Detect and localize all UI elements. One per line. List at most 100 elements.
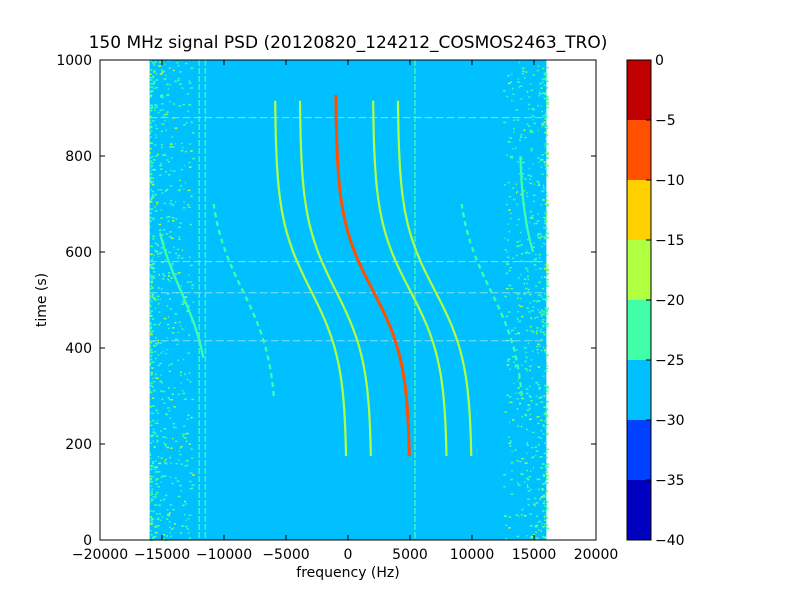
noise-pixel [151,286,154,288]
noise-pixel [151,190,155,193]
noise-pixel [149,452,152,455]
noise-pixel [524,481,526,483]
noise-pixel [162,498,166,501]
noise-pixel [157,517,160,519]
noise-pixel [151,293,154,296]
noise-pixel [545,150,547,152]
noise-pixel [520,134,523,136]
y-tick-label: 200 [65,437,92,453]
noise-pixel [510,441,512,443]
noise-pixel [159,174,162,176]
noise-pixel [505,203,508,206]
noise-pixel [183,425,186,428]
noise-pixel [162,154,165,157]
noise-pixel [512,257,515,260]
noise-pixel [149,457,152,460]
noise-pixel [150,89,154,92]
noise-pixel [531,456,533,459]
colorbar-tick-label: −35 [655,473,685,489]
noise-pixel [157,504,161,507]
noise-pixel [533,242,535,244]
noise-pixel [163,402,166,404]
noise-pixel [546,151,550,154]
noise-pixel [529,365,532,367]
noise-pixel [519,139,522,142]
noise-pixel [152,268,154,270]
noise-pixel [525,356,528,359]
noise-pixel [543,413,545,416]
noise-pixel [168,280,171,282]
noise-pixel [516,293,520,295]
noise-pixel [163,427,167,430]
noise-pixel [516,119,520,121]
noise-pixel [534,258,538,260]
noise-pixel [509,81,512,83]
noise-pixel [151,165,154,167]
noise-pixel [169,417,172,419]
noise-pixel [513,131,515,133]
noise-pixel [149,299,152,301]
noise-pixel [544,164,546,166]
heatmap-background [149,60,547,540]
noise-pixel [535,450,539,452]
noise-pixel [154,471,158,473]
noise-pixel [503,485,506,488]
noise-pixel [544,350,547,353]
noise-pixel [163,113,165,116]
noise-pixel [545,138,547,140]
noise-pixel [546,448,550,451]
noise-pixel [159,164,162,167]
noise-pixel [542,313,546,316]
noise-pixel [150,499,153,502]
noise-pixel [152,75,155,78]
noise-pixel [539,419,543,422]
noise-pixel [165,413,168,415]
noise-pixel [156,344,158,346]
noise-pixel [518,402,522,405]
noise-pixel [151,177,155,179]
noise-pixel [544,203,547,205]
noise-pixel [150,130,153,132]
noise-pixel [515,514,519,516]
noise-pixel [537,65,540,67]
noise-pixel [181,328,184,330]
noise-pixel [151,491,153,494]
noise-pixel [149,405,152,408]
noise-pixel [532,537,534,540]
noise-pixel [529,325,532,328]
noise-pixel [153,446,156,449]
noise-pixel [165,462,168,465]
noise-pixel [170,169,172,172]
noise-pixel [162,278,165,280]
noise-pixel [546,143,549,145]
noise-pixel [155,297,157,300]
noise-pixel [521,457,524,460]
noise-pixel [150,136,152,138]
noise-pixel [546,99,549,101]
noise-pixel [154,136,157,139]
noise-pixel [507,181,510,184]
noise-pixel [536,329,539,332]
noise-pixel [546,211,548,214]
noise-pixel [169,100,171,103]
noise-pixel [507,74,510,77]
noise-pixel [538,95,541,97]
noise-pixel [154,249,157,252]
noise-pixel [520,244,523,246]
noise-pixel [149,142,152,144]
noise-pixel [542,184,545,187]
noise-pixel [157,342,160,344]
noise-pixel [192,474,195,476]
noise-pixel [538,281,541,284]
noise-pixel [540,87,543,89]
noise-pixel [190,195,193,198]
noise-pixel [524,287,528,290]
noise-pixel [526,469,529,472]
noise-pixel [156,491,159,494]
noise-pixel [150,442,152,444]
noise-pixel [545,411,547,414]
noise-pixel [545,413,548,416]
noise-pixel [540,235,543,238]
noise-pixel [517,484,521,486]
noise-pixel [546,174,549,177]
